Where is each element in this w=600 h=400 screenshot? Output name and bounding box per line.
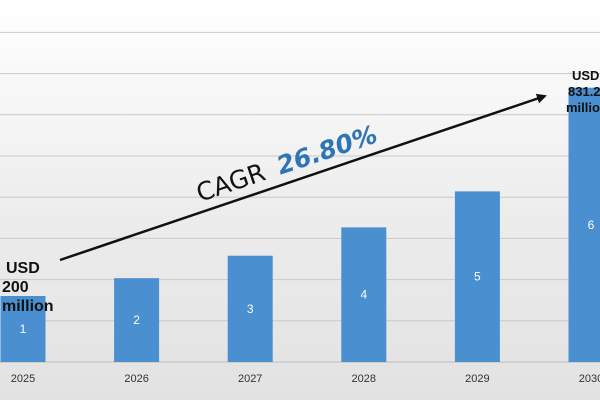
bar-label: 4 <box>360 288 367 302</box>
bar-2026 <box>114 278 160 362</box>
end-annotation-line2: 831.2 <box>568 84 600 99</box>
x-axis-ticks: 2025 2026 2027 2028 2029 2030 <box>11 373 600 385</box>
start-value-annotation: USD 200 million <box>2 260 54 315</box>
start-annotation-line3: million <box>2 298 54 315</box>
cagr-label: CAGR <box>193 157 269 207</box>
end-value-annotation: USD 831.2 million <box>566 68 600 115</box>
bar-2029 <box>454 191 500 362</box>
bar-label: 3 <box>247 302 254 316</box>
start-annotation-line2: 200 <box>2 279 29 296</box>
x-tick-label: 2025 <box>11 373 35 385</box>
cagr-value: 26.80% <box>273 120 381 181</box>
bar-label: 2 <box>133 313 140 327</box>
gridlines <box>0 31 600 363</box>
bar-2028 <box>341 227 387 362</box>
bar-2030 <box>568 87 600 362</box>
x-tick-label: 2028 <box>352 373 376 385</box>
end-annotation-line3: million <box>566 100 600 115</box>
x-tick-label: 2026 <box>124 373 148 385</box>
bar-label: 1 <box>20 322 27 336</box>
bars: 1 2 3 4 5 6 <box>0 87 600 362</box>
cagr-arrow-line <box>59 93 547 262</box>
cagr-arrow <box>59 93 547 262</box>
start-annotation-line1: USD <box>6 260 40 277</box>
x-tick-label: 2029 <box>465 373 489 385</box>
bar-2025 <box>0 296 46 362</box>
bar-label: 6 <box>588 218 595 232</box>
bar-2027 <box>227 255 273 362</box>
cagr-annotation: CAGR 26.80% <box>193 120 381 208</box>
x-tick-label: 2027 <box>238 373 262 385</box>
x-tick-label: 2030 <box>579 373 600 385</box>
end-annotation-line1: USD <box>572 68 599 83</box>
bar-label: 5 <box>474 270 481 284</box>
